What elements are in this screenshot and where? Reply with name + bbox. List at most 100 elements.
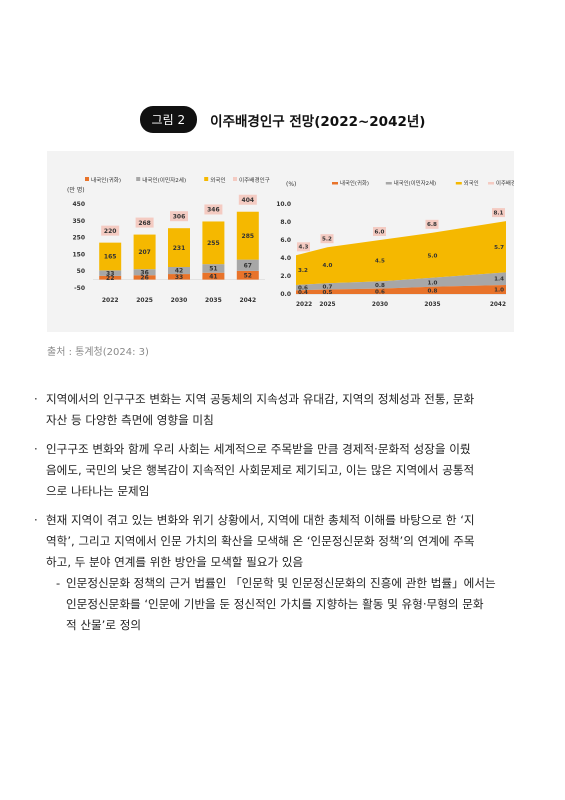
bullet-list: · 지역에서의 인구구조 변화는 지역 공동체의 지속성과 유대감, 지역의 정… xyxy=(34,389,514,644)
bar-segment-foreigner xyxy=(202,221,225,265)
bar-segment-immigrant2 xyxy=(133,269,156,276)
sub-bullet-line: 인문정신문화 정책의 근거 법률인 「인문학 및 인문정신문화의 진흥에 관한 … xyxy=(66,576,496,590)
y-tick-label: 150 xyxy=(72,251,85,258)
bar-segment-foreigner xyxy=(168,228,190,267)
x-tick-label: 2030 xyxy=(171,297,188,304)
y-tick-label: 8.0 xyxy=(280,219,291,226)
x-tick-label: 2030 xyxy=(372,302,388,308)
legend-swatch xyxy=(136,177,141,181)
bullet-line: 역학’, 그리고 지역에서 인문 가치의 확산을 모색해 온 ‘인문정신문화 정… xyxy=(46,534,475,548)
data-label: 41 xyxy=(209,273,217,280)
x-tick-label: 2022 xyxy=(102,297,119,304)
legend-label: 내국인(이민자2세) xyxy=(394,179,436,187)
bullet-line: 으로 나타나는 문제임 xyxy=(46,484,150,498)
data-label: 52 xyxy=(244,272,252,279)
legend-swatch xyxy=(455,182,462,185)
data-label: 165 xyxy=(104,254,117,261)
data-label: 0.6 xyxy=(298,286,308,292)
y-tick-label: 250 xyxy=(72,235,85,242)
y-tick-label: 450 xyxy=(72,201,85,208)
legend-label: 외국인 xyxy=(210,177,225,184)
legend-swatch xyxy=(488,182,494,185)
total-label: 6.8 xyxy=(427,222,437,228)
bullet-line: 지역에서의 인구구조 변화는 지역 공동체의 지속성과 유대감, 지역의 정체성… xyxy=(46,392,475,406)
data-label: 36 xyxy=(140,269,148,276)
bullet-line: 자산 등 다양한 측면에 영향을 미침 xyxy=(46,413,214,427)
bar-segment-foreigner xyxy=(133,234,156,270)
bar-segment-naturalized xyxy=(99,275,122,280)
data-label: 4.5 xyxy=(375,259,385,265)
data-label: 0.4 xyxy=(298,290,308,296)
data-label: 0.7 xyxy=(323,284,333,290)
data-label: 0.5 xyxy=(323,290,333,296)
bar-segment-naturalized xyxy=(202,272,225,280)
total-label: 5.2 xyxy=(322,237,332,243)
sub-bullet-dash: - xyxy=(56,576,61,590)
data-label: 0.6 xyxy=(375,289,385,295)
bullet-dot: · xyxy=(34,442,38,456)
legend-swatch xyxy=(332,182,338,185)
area-immigrant2 xyxy=(296,272,506,291)
total-label: 346 xyxy=(207,207,220,214)
data-label: 231 xyxy=(173,245,186,252)
x-tick-label: 2035 xyxy=(205,297,222,304)
bullet-dot: · xyxy=(34,513,38,527)
x-tick-label: 2042 xyxy=(490,302,506,308)
area-chart-share: 내국인(귀화) 내국인(이민자2세) 외국인 이주배경인구 (%) 10.0 8.0 6.0 4… xyxy=(276,179,514,308)
bar-segment-immigrant2 xyxy=(168,267,190,275)
figure-panel: 내국인(귀화) 내국인(이민자2세) 외국인 이주배경인구 (만 명) 450 350 250… xyxy=(47,151,514,332)
figure-title: 이주배경인구 전망(2022~2042년) xyxy=(210,113,426,130)
data-label: 33 xyxy=(175,274,183,281)
y-tick-label: 50 xyxy=(77,268,85,275)
total-label-box xyxy=(170,211,188,222)
total-label-box xyxy=(425,219,439,229)
total-label: 6.0 xyxy=(375,229,385,235)
area-naturalized xyxy=(296,285,506,294)
x-tick-label: 2035 xyxy=(424,302,440,308)
bullet-dot: · xyxy=(34,392,38,406)
bar-segment-naturalized xyxy=(133,275,156,280)
y-tick-label: 350 xyxy=(72,218,85,225)
figure-badge: 그림 2 xyxy=(139,106,198,133)
total-label-box xyxy=(492,208,505,218)
total-label: 404 xyxy=(242,197,255,204)
bar-segment-immigrant2 xyxy=(202,264,225,273)
bullet-line: 인구구조 변화와 함께 우리 사회는 세계적으로 주목받을 만큼 경제적·문화적… xyxy=(46,442,471,456)
total-label: 8.1 xyxy=(494,211,504,217)
y-tick-label: 6.0 xyxy=(280,237,291,244)
data-label: 1.0 xyxy=(494,288,504,294)
y-tick-label: 10.0 xyxy=(276,201,291,208)
bullet-item: · 현재 지역이 겪고 있는 변화와 위기 상황에서, 지역에 대한 총체적 이… xyxy=(34,510,514,636)
legend-label: 내국인(이민자2세) xyxy=(142,176,186,184)
total-label-box xyxy=(320,234,334,244)
bullet-item: · 인구구조 변화와 함께 우리 사회는 세계적으로 주목받을 만큼 경제적·문… xyxy=(34,439,514,502)
y-tick-label: -50 xyxy=(74,285,85,292)
bar-segment-foreigner xyxy=(236,211,259,260)
total-label: 268 xyxy=(138,220,151,227)
legend-label: 내국인(귀화) xyxy=(340,179,369,187)
bar-segment-immigrant2 xyxy=(236,259,259,271)
unit-label: (%) xyxy=(286,181,296,188)
sub-bullet-line: 인문정신문화를 ‘인문에 기반을 둔 정신적인 가치를 지향하는 활동 및 유형… xyxy=(66,597,484,611)
bar-chart-population: 내국인(귀화) 내국인(이민자2세) 외국인 이주배경인구 (만 명) 450 350 250… xyxy=(67,176,270,304)
data-label: 3.2 xyxy=(298,268,308,274)
figure-header: 그림 2 이주배경인구 전망(2022~2042년) xyxy=(0,106,565,133)
x-tick-label: 2025 xyxy=(319,302,335,308)
legend-label: 외국인 xyxy=(464,180,479,187)
legend-swatch xyxy=(233,177,237,181)
x-tick-label: 2022 xyxy=(296,302,312,308)
x-tick-label: 2042 xyxy=(239,297,256,304)
bar-segment-foreigner xyxy=(99,242,122,271)
data-label: 0.8 xyxy=(428,288,438,294)
sub-bullet-line: 적 산물’로 정의 xyxy=(66,618,142,632)
data-label: 26 xyxy=(140,275,148,282)
total-label: 4.3 xyxy=(299,245,309,251)
bar-segment-naturalized xyxy=(236,270,259,280)
data-label: 255 xyxy=(207,240,220,247)
data-label: 5.7 xyxy=(494,245,504,251)
unit-label: (만 명) xyxy=(67,186,85,194)
area-foreigner xyxy=(296,221,506,285)
data-label: 285 xyxy=(242,233,255,240)
y-tick-label: 2.0 xyxy=(280,273,291,280)
total-label-box xyxy=(204,204,223,215)
